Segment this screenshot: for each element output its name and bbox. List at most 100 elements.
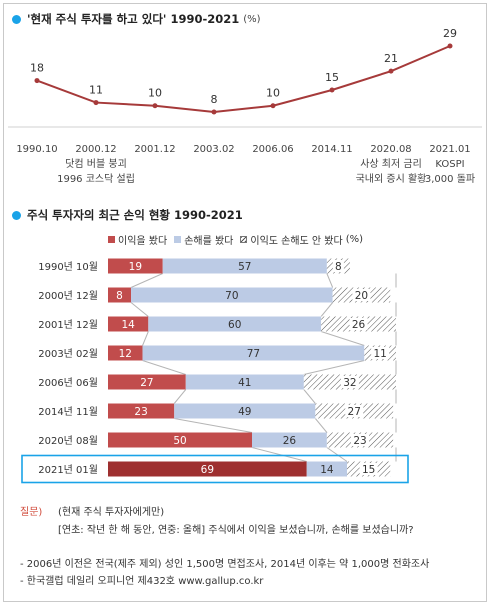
- x-annotation: 3,000 돌파: [425, 173, 475, 185]
- bar-segment: [148, 316, 322, 332]
- connector-line: [174, 418, 253, 433]
- bar-value-label: 49: [238, 406, 251, 418]
- bar-segment: [108, 258, 163, 274]
- bar-segment: [108, 345, 143, 361]
- bar-value-label: 23: [353, 435, 366, 447]
- legend-label-loss: 손해를 봤다: [184, 236, 234, 247]
- connector-line: [326, 447, 348, 462]
- bar-value-label: 41: [238, 377, 251, 389]
- bar-label-bg: [345, 405, 364, 417]
- x-tick-label: 2003.02: [193, 144, 234, 155]
- line-point: [152, 103, 158, 109]
- footnotes: - 2006년 이전은 전국(제주 제외) 성인 1,500명 면접조사, 20…: [20, 556, 429, 590]
- footnote-2: - 한국갤럽 데일리 오피니언 제432호 www.gallup.co.kr: [20, 576, 264, 587]
- bar-value-label: 50: [173, 435, 186, 447]
- legend-unit: (%): [345, 234, 364, 245]
- x-tick-label: 2006.06: [252, 144, 293, 155]
- bar-value-label: 11: [373, 348, 386, 360]
- bar-value-label: 70: [225, 290, 238, 302]
- bar-segment: [185, 374, 304, 390]
- bar-chart-title: 주식 투자자의 최근 손익 현황 1990-2021: [12, 207, 243, 223]
- connector-line: [320, 302, 334, 317]
- line-data-label: 18: [30, 62, 44, 75]
- legend-label-profit: 이익을 봤다: [118, 236, 168, 247]
- bar-chart-title-text: 주식 투자자의 최근 손익 현황 1990-2021: [27, 208, 243, 222]
- bar-segment: [108, 287, 132, 303]
- bar-label-bg: [349, 318, 368, 330]
- x-tick-label: 2014.11: [311, 144, 352, 155]
- category-label: 2014년 11월: [38, 406, 98, 418]
- bar-chart-legend: 이익을 봤다 손해를 봤다 이익도 손해도 안 봤다 (%): [108, 232, 408, 247]
- bar-segment: [108, 461, 307, 477]
- question-label: 질문): [20, 507, 43, 518]
- bar-value-label: 77: [247, 348, 260, 360]
- connector-line: [173, 389, 187, 404]
- bar-segment: [162, 258, 327, 274]
- category-label: 2001년 12월: [38, 319, 98, 331]
- line-point: [93, 100, 99, 106]
- bar-value-label: 15: [362, 464, 375, 476]
- bar-label-bg: [340, 376, 359, 388]
- bar-value-label: 69: [201, 464, 214, 476]
- stacked-bar-chart: 1990년 10월 19 57 8 2000년 12월 8 70 20 2001년 12월 14 6…: [21, 258, 409, 484]
- bar-label-bg: [351, 434, 369, 446]
- question-notes: 질문) (현재 주식 투자자에게만) [연초: 작년 한 해 동안, 연중: 올…: [20, 503, 480, 539]
- line-point: [388, 68, 394, 74]
- bar-value-label: 26: [352, 319, 366, 331]
- x-annotation: 1996 코스닥 설립: [57, 172, 135, 185]
- connector-line: [142, 360, 186, 375]
- legend-swatch-none: [240, 236, 248, 243]
- line-series: [36, 45, 451, 114]
- bar-segment: [252, 432, 327, 448]
- chart-frame: [3, 3, 487, 602]
- question-line-2: [연초: 작년 한 해 동안, 연중: 올해] 주식에서 이익을 보셨습니까, …: [58, 525, 414, 536]
- bar-value-label: 32: [343, 377, 356, 389]
- bar-value-label: 8: [116, 290, 123, 302]
- bar-segment: [108, 432, 252, 448]
- category-label: 1990년 10월: [38, 261, 98, 273]
- connector-line: [251, 447, 307, 462]
- line-data-label: 10: [266, 87, 280, 100]
- bar-label-bg: [371, 347, 390, 359]
- bar-segment: [142, 345, 365, 361]
- connector-line: [142, 331, 149, 346]
- category-label: 2006년 06월: [38, 377, 98, 389]
- connector-line: [130, 302, 149, 317]
- line-point: [447, 43, 453, 49]
- bar-segment: [108, 316, 149, 332]
- line-chart-title: '현재 주식 투자를 하고 있다' 1990-2021 (%): [12, 11, 261, 27]
- category-label: 2020년 08월: [38, 435, 98, 447]
- line-data-label: 10: [148, 87, 162, 100]
- x-tick-label: 2001.12: [134, 144, 175, 155]
- category-label: 2003년 02월: [38, 348, 98, 360]
- category-label: 2021년 01월: [38, 464, 98, 476]
- bar-value-label: 14: [121, 319, 135, 331]
- legend-swatch-profit: [108, 236, 115, 243]
- x-tick-label: 2021.01: [429, 144, 470, 155]
- bar-segment: [131, 287, 333, 303]
- bar-value-label: 57: [238, 261, 251, 273]
- bullet-dot-icon: [12, 210, 21, 220]
- x-tick-label: 1990.10: [16, 144, 57, 155]
- footnote-1: - 2006년 이전은 전국(제주 제외) 성인 1,500명 면접조사, 20…: [20, 559, 430, 570]
- legend-swatch-loss: [174, 236, 182, 243]
- line-data-label: 15: [325, 71, 339, 84]
- connector-line: [303, 389, 316, 404]
- bar-value-label: 19: [129, 261, 142, 273]
- line-point: [34, 78, 40, 84]
- connector-line: [314, 418, 328, 433]
- bar-value-label: 60: [228, 319, 241, 331]
- line-point: [329, 87, 335, 93]
- bar-segment: [306, 461, 348, 477]
- line-point: [270, 103, 276, 109]
- x-annotation: 사상 최저 금리: [360, 158, 422, 170]
- line-data-label: 11: [89, 84, 103, 97]
- bar-value-label: 27: [140, 377, 153, 389]
- bar-segment: [108, 374, 186, 390]
- x-tick-label: 2020.08: [370, 144, 411, 155]
- bar-label-bg: [332, 260, 344, 272]
- bar-value-label: 8: [335, 261, 342, 273]
- connector-line: [320, 331, 365, 346]
- legend-item-loss: 손해를 봤다: [174, 232, 233, 247]
- line-data-label: 29: [443, 27, 457, 40]
